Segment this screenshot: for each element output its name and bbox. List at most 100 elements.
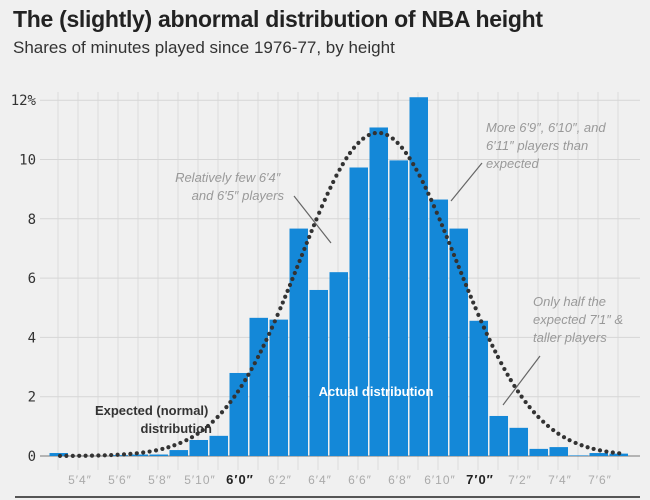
curve-dot <box>414 167 419 172</box>
curve-dot <box>442 228 447 234</box>
x-tick-label: 6′10″ <box>424 473 456 487</box>
x-tick-label: 6′4″ <box>308 473 332 487</box>
curve-dot <box>252 361 257 366</box>
curve-dot <box>172 443 177 448</box>
curve-dot <box>325 191 330 196</box>
curve-dot <box>561 435 567 440</box>
x-tick-label: 5′6″ <box>108 473 132 487</box>
x-tick-label: 7′0″ <box>466 472 494 487</box>
curve-dot <box>431 204 437 209</box>
curve-dot <box>275 312 280 317</box>
curve-dot <box>451 252 457 258</box>
curve-dot <box>527 405 532 410</box>
curve-dot <box>420 179 425 185</box>
curve-dot <box>224 405 229 410</box>
curve-dot <box>403 150 409 156</box>
annotation-actual-line-1: Actual distribution <box>319 384 434 399</box>
curve-dot <box>121 452 127 457</box>
curve-dot <box>567 438 572 443</box>
curve-dot <box>258 349 263 354</box>
curve-dot <box>439 223 445 228</box>
curve-dot <box>249 366 254 372</box>
annotation-half-line-1: Only half the <box>533 294 606 309</box>
bar <box>229 372 248 456</box>
annotation-few-line-2: and 6′5″ players <box>192 188 285 203</box>
annotation-more: More 6′9″, 6′10″, and 6′11″ players than… <box>486 120 609 171</box>
curve-dot <box>476 312 481 317</box>
curve-dot <box>466 288 471 293</box>
x-tick-label: 5′4″ <box>68 473 92 487</box>
curve-dot <box>499 361 504 366</box>
y-tick-label: 10 <box>19 153 36 169</box>
x-axis: 5′4″ 5′6″ 5′8″ 5′10″ 6′0″ 6′2″ 6′4″ 6′6″ 6′8″ 6′1… <box>68 472 611 487</box>
curve-dot <box>454 258 459 264</box>
bar <box>489 415 508 456</box>
annotations: Expected (normal) distribution Actual di… <box>95 120 627 436</box>
curve-dot <box>255 354 261 360</box>
curve-dot <box>523 399 528 405</box>
curve-dot <box>243 378 248 383</box>
curve-dot <box>449 246 454 252</box>
annotation-half: Only half the expected 7′1″ & taller pla… <box>533 294 627 345</box>
annotation-expected: Expected (normal) distribution <box>95 403 212 436</box>
curve-dot <box>447 240 452 246</box>
curve-dot <box>235 389 241 394</box>
annotation-expected-line-1: Expected (normal) <box>95 403 208 418</box>
annotation-more-line-3: expected <box>486 156 540 171</box>
curve-dot <box>461 276 466 282</box>
bar <box>569 455 588 456</box>
curve-dot <box>468 294 473 299</box>
curve-dot <box>515 389 521 394</box>
curve-dot <box>272 319 277 324</box>
curve-dot <box>463 282 469 288</box>
curve-dot <box>484 331 489 336</box>
curve-dot <box>319 204 325 209</box>
curve-dot <box>417 173 422 178</box>
x-tick-label: 6′6″ <box>348 473 372 487</box>
bar <box>189 439 208 456</box>
annotation-more-line-1: More 6′9″, 6′10″, and <box>486 120 606 135</box>
curve-dot <box>459 270 464 276</box>
bar <box>249 317 268 456</box>
bar <box>269 319 288 456</box>
curve-dot <box>545 423 551 429</box>
bar <box>529 448 548 456</box>
curve-dot <box>610 450 615 455</box>
curve-dot <box>184 438 189 443</box>
annotation-half-leader <box>502 355 541 406</box>
curve-dot <box>356 140 361 145</box>
bar <box>509 427 528 456</box>
curve-dot <box>115 452 120 457</box>
curve-dot <box>70 453 75 458</box>
curve-dot <box>493 349 498 354</box>
curve-dot <box>195 431 200 436</box>
curve-dot <box>128 451 133 457</box>
y-tick-label: 12% <box>11 93 37 109</box>
curve-dot <box>495 354 501 360</box>
curve-dot <box>239 383 244 389</box>
curve-dot <box>395 140 400 145</box>
curve-dot <box>219 410 225 415</box>
curve-dot <box>490 343 495 348</box>
curve-dot <box>437 217 442 222</box>
curve-dot <box>278 306 283 311</box>
curve-dot <box>314 217 319 222</box>
annotation-more-leader <box>450 162 483 202</box>
curve-dot <box>512 383 517 389</box>
curve-dot <box>390 136 395 141</box>
curve-dot <box>556 431 561 436</box>
curve-dot <box>166 445 171 450</box>
y-tick-label: 6 <box>28 271 36 287</box>
curve-dot <box>328 185 333 190</box>
bar <box>589 453 608 456</box>
curve-dot <box>83 453 88 458</box>
curve-dot <box>160 446 165 452</box>
curve-dot <box>331 179 336 185</box>
curve-dot <box>283 294 288 299</box>
curve-dot <box>189 435 195 440</box>
curve-dot <box>426 191 431 196</box>
y-tick-label: 0 <box>28 449 36 465</box>
curve-dot <box>290 276 295 282</box>
curve-dot <box>579 443 584 448</box>
curve-dot <box>228 399 233 405</box>
